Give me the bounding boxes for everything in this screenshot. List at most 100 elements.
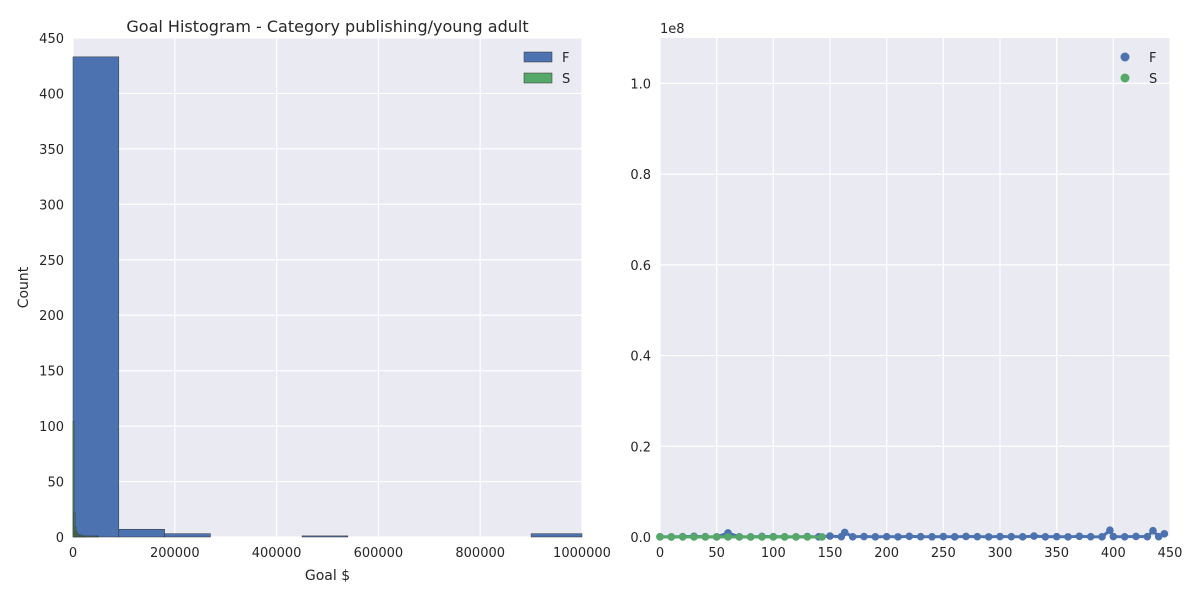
point-f [826, 532, 834, 540]
legend-label-f: F [1149, 51, 1156, 66]
x-tick-label: 600000 [354, 546, 404, 561]
point-s [746, 533, 755, 541]
x-tick-label: 1000000 [553, 546, 611, 561]
chart-title: Goal Histogram - Category publishing/you… [126, 17, 528, 36]
y-scale-label: 1e8 [660, 22, 685, 37]
point-f [1154, 532, 1163, 541]
x-axis-label: Goal $ [305, 568, 350, 584]
y-tick-label: 450 [39, 32, 64, 47]
point-s [758, 533, 766, 541]
legend-swatch-f [523, 51, 553, 63]
y-tick-label: 50 [47, 476, 64, 491]
x-tick-label: 800000 [455, 546, 505, 561]
point-f [939, 532, 948, 541]
point-f [848, 532, 857, 541]
y-tick-label: 0.8 [630, 168, 651, 183]
point-s [792, 533, 800, 541]
point-s [690, 533, 698, 541]
x-tick-label: 450 [1158, 546, 1183, 561]
bar-s [72, 421, 75, 538]
point-f [1041, 532, 1050, 541]
point-f [1075, 532, 1084, 541]
legend-marker-f [1120, 52, 1130, 62]
point-s [678, 533, 687, 541]
histogram-chart: 0 200000 400000 600000 800000 1000000 0 50 100 15… [16, 17, 611, 584]
point-f [1007, 532, 1016, 541]
x-tick-label: 400000 [252, 546, 302, 561]
x-tick-label: 0 [656, 546, 664, 561]
y-tick-label: 400 [39, 87, 64, 102]
point-f [1143, 532, 1152, 541]
point-f [1098, 533, 1106, 541]
point-f [871, 533, 880, 541]
point-f [882, 532, 891, 541]
bar-f [72, 56, 120, 538]
point-s [780, 533, 789, 541]
legend-marker-s [1120, 73, 1130, 83]
point-s [667, 533, 676, 541]
y-tick-label: 0 [56, 531, 64, 546]
point-s [769, 533, 778, 541]
y-tick-label: 1.0 [630, 77, 651, 92]
point-f [1030, 532, 1038, 540]
bar-s [90, 535, 92, 538]
bar-f [164, 533, 211, 538]
legend-swatch-s [523, 72, 553, 84]
x-tick-label: 200000 [150, 546, 200, 561]
y-tick-label: 0.6 [630, 259, 651, 274]
x-tick-label: 250 [931, 546, 956, 561]
legend-label-f: F [562, 51, 569, 66]
point-f [962, 532, 970, 541]
y-tick-label: 150 [39, 365, 64, 380]
y-tick-label: 0.4 [630, 350, 651, 365]
point-f [1018, 533, 1027, 541]
point-s [701, 533, 710, 541]
point-f [973, 532, 982, 541]
bar-s [92, 535, 94, 538]
y-tick-label: 0.2 [630, 440, 651, 455]
bar-f [530, 533, 583, 538]
bar-s [97, 535, 99, 538]
point-f [916, 532, 925, 541]
x-tick-label: 150 [818, 546, 843, 561]
point-s [803, 533, 812, 541]
scatter-chart: 0 50 100 150 200 250 300 350 400 450 0.0 0.2 0.4 0.6 0… [630, 22, 1182, 561]
point-f [996, 532, 1004, 541]
x-tick-label: 400 [1101, 546, 1126, 561]
y-tick-label: 350 [39, 143, 64, 158]
y-tick-label: 300 [39, 198, 64, 213]
bar-s [73, 512, 76, 538]
x-tick-label: 0 [69, 546, 77, 561]
point-s [735, 533, 744, 541]
point-s [818, 533, 826, 541]
bar-f [118, 528, 165, 538]
x-tick-label: 200 [874, 546, 899, 561]
bar-f [301, 535, 349, 538]
point-f [1086, 532, 1095, 541]
x-tick-label: 350 [1044, 546, 1069, 561]
point-f [950, 533, 959, 541]
point-s [656, 533, 664, 541]
point-f [860, 532, 868, 541]
y-tick-label: 250 [39, 254, 64, 269]
point-f [928, 532, 936, 541]
y-axis-label: Count [16, 266, 32, 308]
y-tick-label: 0.0 [630, 531, 651, 546]
point-f [1149, 526, 1157, 535]
point-s [724, 533, 732, 541]
point-f [1120, 532, 1129, 541]
plot-background [73, 38, 582, 537]
legend-label-s: S [1149, 72, 1157, 87]
point-f [905, 532, 914, 541]
point-f [1106, 526, 1114, 534]
x-tick-label: 100 [761, 546, 786, 561]
point-f [1052, 532, 1061, 541]
bar-s [94, 535, 96, 538]
point-f [840, 528, 849, 537]
y-tick-label: 100 [39, 420, 64, 435]
x-tick-label: 300 [988, 546, 1013, 561]
point-s [712, 533, 721, 541]
point-f [1064, 533, 1072, 541]
point-f [1132, 532, 1140, 541]
